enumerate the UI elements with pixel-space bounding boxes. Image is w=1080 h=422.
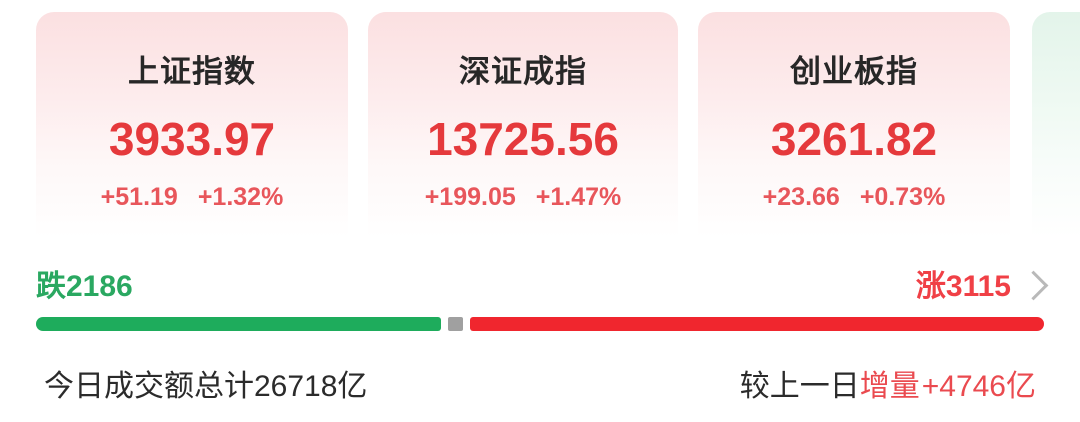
index-card-change: +51.19 +1.32% [36, 185, 348, 210]
index-card-value: 3933.97 [108, 113, 276, 165]
breadth-stacked-bar[interactable] [36, 317, 1044, 331]
index-card-next-partial[interactable] [1032, 12, 1080, 238]
index-change-absolute: +23.66 [762, 183, 840, 211]
index-card-value: 3261.82 [770, 113, 938, 165]
decliners-label: 跌2186 [36, 270, 133, 303]
index-card-shanghai[interactable]: 上证指数 3933.97 +51.19 +1.32% [36, 12, 348, 238]
index-card-chinext[interactable]: 创业板指 3261.82 +23.66 +0.73% [698, 12, 1010, 238]
turnover-comparison: 较上一日增量+4746亿 [740, 368, 1036, 406]
turnover-delta-value: +4746亿 [921, 370, 1036, 403]
index-change-absolute: +51.19 [100, 183, 178, 211]
index-card-name: 创业板指 [790, 54, 918, 89]
index-card-name: 上证指数 [128, 54, 256, 89]
index-card-shenzhen[interactable]: 深证成指 13725.56 +199.05 +1.47% [368, 12, 678, 238]
turnover-row: 今日成交额总计26718亿 较上一日增量+4746亿 [44, 368, 1036, 412]
breadth-bar-unchanged [447, 317, 464, 331]
index-change-percent: +0.73% [859, 183, 946, 211]
index-card-change [1032, 185, 1080, 210]
index-card-value: 13725.56 [427, 113, 619, 165]
turnover-delta-label: 增量 [859, 370, 920, 403]
turnover-compare-prefix: 较上一日 [739, 370, 860, 403]
market-breadth-row: 跌2186 涨3115 [36, 270, 1049, 308]
index-change-absolute: +199.05 [424, 183, 516, 211]
advancers-label: 涨3115 [915, 270, 1011, 303]
index-cards-strip: 上证指数 3933.97 +51.19 +1.32% 深证成指 13725.56 … [0, 12, 1080, 238]
advancers-link[interactable]: 涨3115 [915, 270, 1049, 303]
index-card-change: +199.05 +1.47% [368, 185, 678, 210]
turnover-total-text: 今日成交额总计26718亿 [44, 370, 368, 403]
index-change-percent: +1.32% [197, 183, 284, 211]
chevron-right-icon[interactable] [1018, 270, 1049, 300]
index-change-percent: +1.47% [535, 183, 622, 211]
breadth-bar-advancers [469, 317, 1044, 331]
breadth-bar-decliners [36, 317, 442, 331]
index-card-change: +23.66 +0.73% [698, 185, 1010, 210]
index-card-name: 深证成指 [459, 54, 587, 89]
